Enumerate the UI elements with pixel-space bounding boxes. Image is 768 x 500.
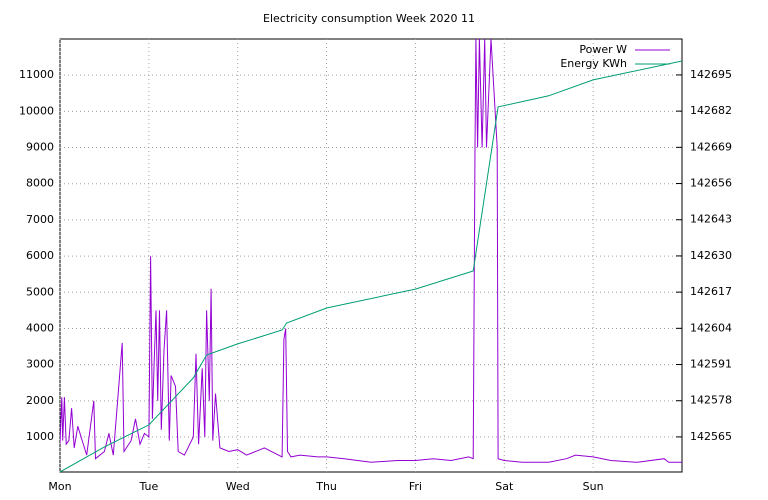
y-tick-label: 9000 bbox=[26, 141, 54, 154]
y-tick-label: 5000 bbox=[26, 285, 54, 298]
chart-title: Electricity consumption Week 2020 11 bbox=[263, 12, 475, 25]
x-tick-label: Tue bbox=[138, 480, 158, 493]
y2-tick-label: 142565 bbox=[690, 430, 732, 443]
y2-tick-label: 142656 bbox=[690, 177, 732, 190]
y-tick-label: 1000 bbox=[26, 430, 54, 443]
y-tick-label: 3000 bbox=[26, 358, 54, 371]
y2-tick-label: 142630 bbox=[690, 249, 732, 262]
y2-tick-label: 142604 bbox=[690, 321, 732, 334]
y2-tick-label: 142617 bbox=[690, 285, 732, 298]
y2-tick-label: 142669 bbox=[690, 140, 732, 153]
y2-tick-label: 142591 bbox=[690, 358, 732, 371]
y-tick-label: 4000 bbox=[26, 321, 54, 334]
y-tick-label: 2000 bbox=[26, 394, 54, 407]
x-tick-label: Fri bbox=[409, 480, 422, 493]
y2-tick-label: 142578 bbox=[690, 394, 732, 407]
plot-frame bbox=[59, 38, 683, 473]
y-tick-label: 6000 bbox=[26, 249, 54, 262]
series-line bbox=[60, 39, 682, 463]
y-tick-label: 7000 bbox=[26, 213, 54, 226]
x-tick-label: Sun bbox=[583, 480, 604, 493]
legend-label: Power W bbox=[579, 43, 627, 56]
y-tick-label: 11000 bbox=[19, 68, 54, 81]
y2-tick-label: 142643 bbox=[690, 213, 732, 226]
y2-tick-label: 142695 bbox=[690, 68, 732, 81]
x-tick-label: Thu bbox=[315, 480, 337, 493]
legend-label: Energy KWh bbox=[560, 57, 627, 70]
x-tick-label: Wed bbox=[226, 480, 250, 493]
x-tick-label: Mon bbox=[48, 480, 71, 493]
series-line bbox=[60, 60, 682, 472]
y2-tick-label: 142682 bbox=[690, 104, 732, 117]
x-tick-label: Sat bbox=[495, 480, 514, 493]
y-tick-label: 8000 bbox=[26, 177, 54, 190]
y-tick-label: 10000 bbox=[19, 104, 54, 117]
